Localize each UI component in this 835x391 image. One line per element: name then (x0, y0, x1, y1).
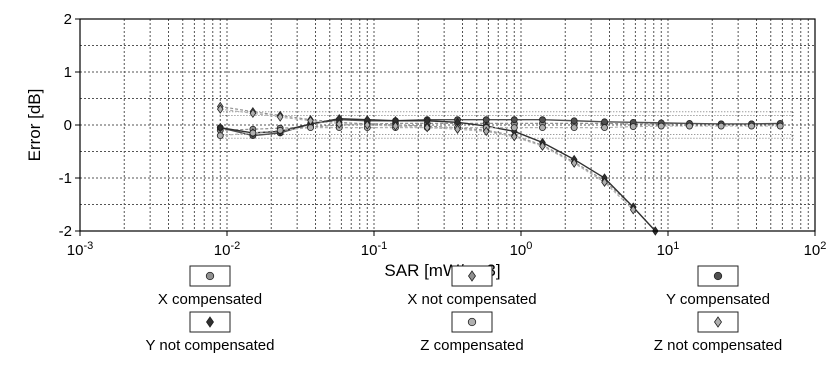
data-point (510, 124, 518, 132)
legend-item: Y not compensated (146, 311, 275, 354)
data-point (216, 122, 224, 133)
legend-label: Z not compensated (654, 337, 782, 354)
series-line (220, 117, 656, 232)
x-tick-label: 10-1 (361, 240, 387, 259)
data-point (454, 124, 461, 134)
data-point (713, 271, 723, 281)
data-point (276, 126, 284, 134)
x-tick-label: 101 (657, 240, 680, 259)
data-point (714, 316, 722, 328)
x-tick-label: 102 (804, 240, 827, 259)
data-point (539, 124, 546, 132)
data-point (249, 108, 257, 119)
data-point (276, 112, 284, 122)
legend-item: Z compensated (420, 311, 524, 354)
y-tick-label: 2 (64, 11, 72, 28)
legend-item: X compensated (158, 265, 262, 308)
series-line (220, 105, 634, 208)
grid (80, 19, 815, 231)
data-point (482, 126, 490, 137)
series-z-not-compensated (216, 104, 637, 215)
legend-label: Y not compensated (146, 337, 275, 354)
series (216, 101, 784, 236)
data-point (601, 118, 608, 126)
data-point (748, 122, 755, 130)
y-ticks: 2 1 0 -1 -2 (59, 11, 80, 240)
y-tick-label: 1 (64, 64, 72, 81)
data-point (717, 122, 725, 130)
data-point (249, 129, 257, 137)
series-line (220, 125, 781, 137)
legend-label: Y compensated (666, 291, 770, 308)
x-tick-label: 10-2 (214, 240, 240, 259)
data-point (629, 123, 637, 130)
data-point (205, 271, 215, 281)
legend-label: X not compensated (407, 291, 536, 308)
data-point (686, 122, 693, 130)
data-point (307, 124, 314, 132)
legend-item: Z not compensated (654, 311, 782, 354)
data-point (216, 104, 224, 114)
data-point (629, 205, 637, 215)
data-point (307, 116, 314, 126)
x-ticks: 10-3 10-2 10-1 100 101 102 (67, 231, 827, 259)
data-point (539, 116, 546, 124)
data-point (570, 158, 578, 168)
legend-item: Y compensated (666, 265, 770, 308)
data-point (423, 122, 431, 133)
data-point (601, 124, 608, 132)
data-point (657, 122, 665, 130)
data-point (468, 270, 476, 282)
data-point (467, 317, 477, 327)
legend-label: X compensated (158, 291, 262, 308)
data-point (510, 116, 518, 124)
y-tick-label: -2 (59, 223, 72, 240)
legend-item: X not compensated (407, 265, 537, 308)
x-tick-label: 10-3 (67, 240, 93, 259)
series-line (220, 122, 781, 131)
data-point (206, 316, 214, 328)
data-point (539, 141, 546, 151)
x-tick-label: 100 (510, 240, 533, 259)
data-point (570, 117, 578, 125)
data-point (363, 120, 371, 130)
legend-label: Z compensated (420, 337, 523, 354)
data-point (776, 122, 784, 130)
data-point (601, 177, 608, 187)
y-tick-label: 0 (64, 117, 72, 134)
y-axis-label: Error [dB] (25, 89, 44, 162)
data-point (392, 121, 399, 131)
legend: X compensated X not compensated Y compensa… (146, 265, 782, 354)
data-point (216, 132, 224, 140)
data-point (510, 131, 518, 142)
data-point (335, 119, 343, 129)
data-point (570, 124, 578, 132)
y-tick-label: -1 (59, 170, 72, 187)
